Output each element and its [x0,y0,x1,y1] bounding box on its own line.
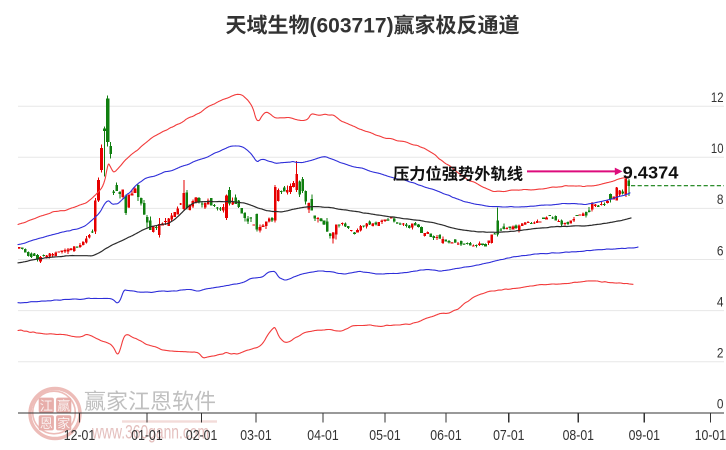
svg-text:05-01: 05-01 [369,427,400,444]
svg-text:12-01: 12-01 [64,427,95,444]
svg-text:08-01: 08-01 [563,427,594,444]
svg-text:03-01: 03-01 [240,427,271,444]
svg-text:9.4374: 9.4374 [623,162,679,182]
svg-text:6: 6 [717,242,724,258]
svg-text:0: 0 [717,396,724,412]
svg-text:06-01: 06-01 [430,427,461,444]
svg-text:4: 4 [717,293,724,309]
svg-text:09-01: 09-01 [629,427,660,444]
svg-text:01-01: 01-01 [131,427,162,444]
svg-text:www.360gann.com: www.360gann.com [91,423,209,444]
svg-text:8: 8 [717,191,724,207]
svg-text:10-01: 10-01 [695,427,726,444]
svg-text:2: 2 [717,345,724,361]
svg-text:10: 10 [711,140,724,156]
svg-text:02-01: 02-01 [186,427,217,444]
svg-text:12: 12 [711,89,724,105]
svg-text:07-01: 07-01 [493,427,524,444]
svg-text:04-01: 04-01 [307,427,338,444]
svg-text:(603717): (603717) [310,15,394,38]
